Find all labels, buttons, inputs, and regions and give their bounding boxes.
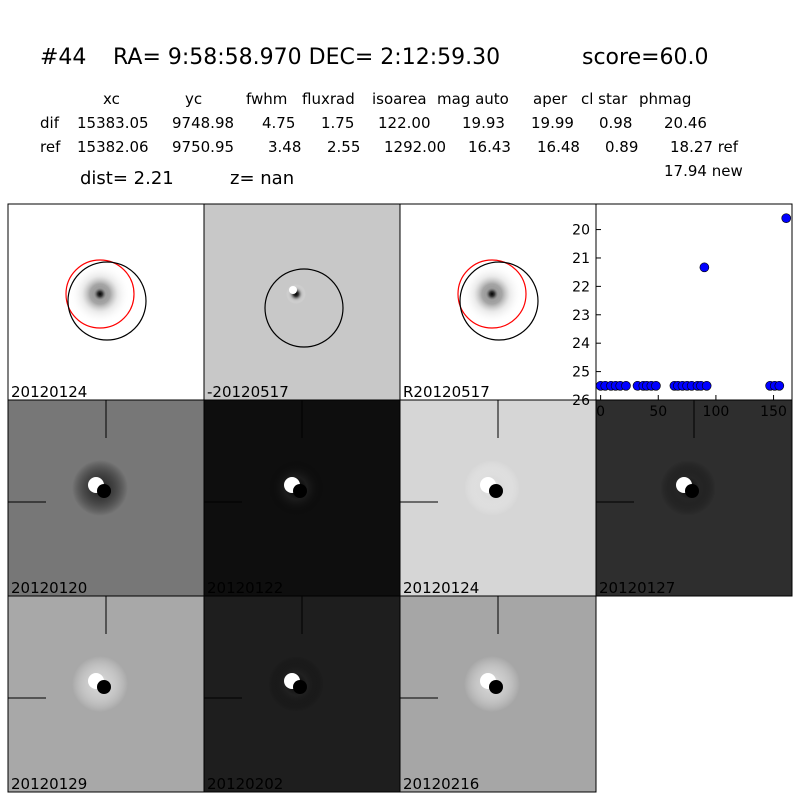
- stamp-label: 20120202: [207, 775, 283, 793]
- neg-lobe: [489, 680, 503, 694]
- table-cell: 15383.05: [77, 114, 149, 132]
- light-curve: 0 50 100 150 20 21 22 23 24 25 26: [572, 203, 793, 420]
- ref-circle: [457, 259, 527, 329]
- table-cell: 15382.06: [77, 138, 149, 156]
- column-header: fwhm: [246, 90, 287, 108]
- y-tick-label: 26: [572, 393, 590, 409]
- aperture: [264, 268, 344, 348]
- stamp-label: R20120517: [403, 383, 490, 401]
- column-header: cl star: [581, 90, 628, 108]
- aperture: [459, 261, 539, 341]
- row-label: dif: [40, 114, 60, 132]
- plot-area: [595, 203, 793, 401]
- ref-circle: [65, 259, 135, 329]
- row-label: ref: [40, 138, 61, 156]
- source: [286, 284, 306, 304]
- stamp-label: 20120127: [599, 579, 675, 597]
- column-header: isoarea: [372, 90, 427, 108]
- score: score=60.0: [582, 45, 709, 70]
- stamp-label: 20120122: [207, 579, 283, 597]
- source: [90, 284, 110, 304]
- column-header: aper: [533, 90, 568, 108]
- table-cell: 9748.98: [172, 114, 234, 132]
- neg-lobe: [293, 484, 307, 498]
- table-cell: 1.75: [321, 114, 354, 132]
- table-cell: 16.43: [468, 138, 511, 156]
- table-cell: 1292.00: [384, 138, 446, 156]
- x-tick-label: 150: [760, 404, 787, 420]
- neg-lobe: [97, 484, 111, 498]
- stamp-grid: 20120124-20120517R2012051720120118201201…: [7, 203, 793, 793]
- table-cell: 122.00: [378, 114, 431, 132]
- y-tick-label: 24: [572, 336, 590, 352]
- table-cell: 18.27 ref: [670, 138, 739, 156]
- stamp-label: 20120124: [403, 579, 479, 597]
- y-tick-label: 23: [572, 308, 590, 324]
- table-cell: 0.89: [605, 138, 638, 156]
- candidate-id: #44: [40, 45, 86, 70]
- column-header: phmag: [639, 90, 691, 108]
- stamp-label: 20120124: [11, 383, 87, 401]
- table-cell: 9750.95: [172, 138, 234, 156]
- table-cell: 20.46: [664, 114, 707, 132]
- dist: dist= 2.21: [80, 168, 174, 189]
- table-cell: 16.48: [537, 138, 580, 156]
- point: [621, 380, 631, 391]
- coordinates: RA= 9:58:58.970 DEC= 2:12:59.30: [113, 45, 500, 70]
- redshift: z= nan: [230, 168, 294, 189]
- aperture: [67, 261, 147, 341]
- table-cell: 19.99: [531, 114, 574, 132]
- x-tick-label: 0: [596, 404, 605, 420]
- y-tick-label: 20: [572, 223, 590, 239]
- source: [482, 284, 502, 304]
- y-tick-label: 25: [572, 365, 590, 381]
- column-header: xc: [103, 90, 120, 108]
- stamp-label: 20120129: [11, 775, 87, 793]
- table-cell: 19.93: [462, 114, 505, 132]
- point: [781, 213, 792, 224]
- table-cell: 4.75: [262, 114, 295, 132]
- point: [774, 380, 785, 391]
- neg-lobe: [97, 680, 111, 694]
- y-tick-label: 21: [572, 251, 590, 267]
- stamp-label: 20120120: [11, 579, 87, 597]
- point: [699, 262, 710, 273]
- extra-mag: 17.94 new: [664, 162, 743, 180]
- column-header: mag auto: [437, 90, 509, 108]
- column-header: yc: [185, 90, 202, 108]
- x-tick-label: 50: [649, 404, 667, 420]
- column-header: fluxrad: [302, 90, 355, 108]
- table-cell: 0.98: [599, 114, 632, 132]
- stamp-label: -20120517: [207, 383, 289, 401]
- point: [651, 380, 661, 391]
- stamp-label: 20120216: [403, 775, 479, 793]
- table-cell: 2.55: [327, 138, 360, 156]
- point: [701, 380, 712, 391]
- source-pos: [289, 286, 297, 294]
- neg-lobe: [293, 680, 307, 694]
- y-tick-label: 22: [572, 279, 590, 295]
- neg-lobe: [685, 484, 699, 498]
- table-cell: 3.48: [268, 138, 301, 156]
- neg-lobe: [489, 484, 503, 498]
- x-tick-label: 100: [703, 404, 730, 420]
